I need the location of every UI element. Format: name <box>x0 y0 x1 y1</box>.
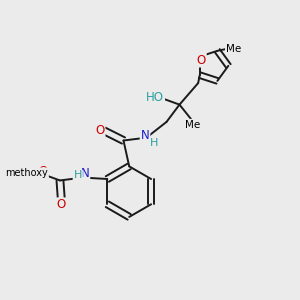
Text: H: H <box>74 170 82 180</box>
Text: O: O <box>38 165 47 178</box>
Text: HO: HO <box>146 91 164 104</box>
Text: O: O <box>196 53 206 67</box>
Text: Me: Me <box>226 44 241 53</box>
Text: N: N <box>141 129 149 142</box>
Text: O: O <box>57 198 66 211</box>
Text: Me: Me <box>185 120 200 130</box>
Text: O: O <box>95 124 105 137</box>
Text: methoxy: methoxy <box>5 168 48 178</box>
Text: N: N <box>81 167 89 180</box>
Text: H: H <box>149 138 158 148</box>
